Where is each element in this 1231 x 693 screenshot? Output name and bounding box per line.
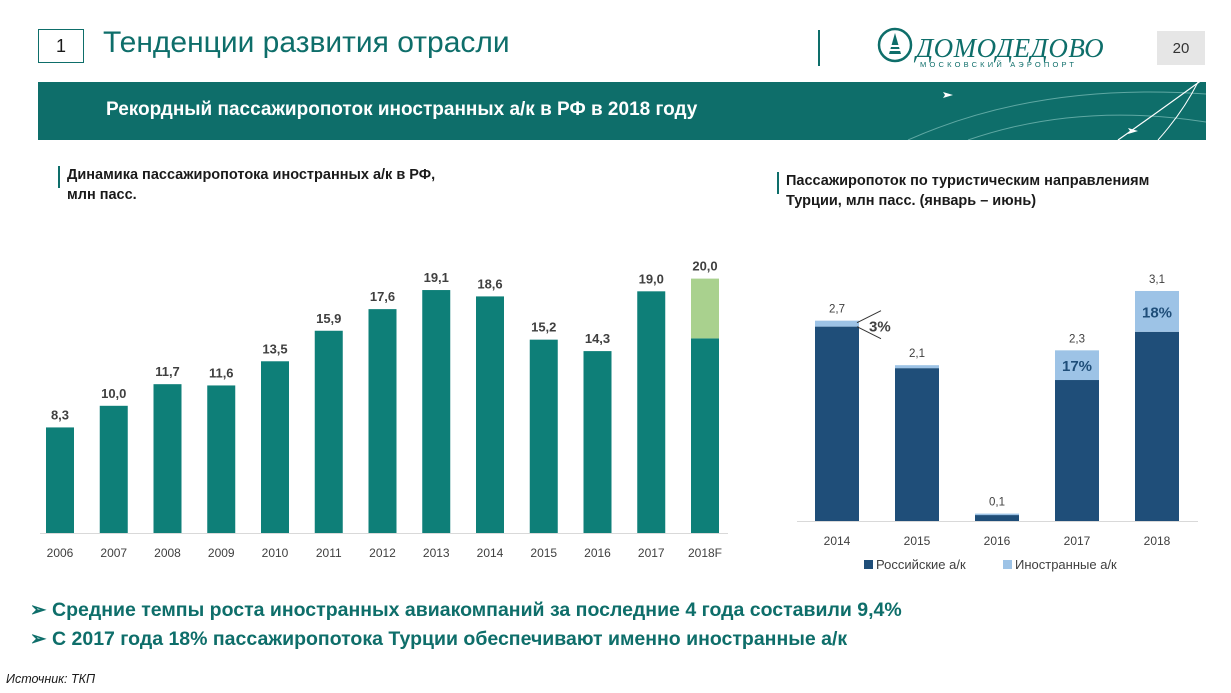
leader-line <box>856 310 882 324</box>
bullet-item: ➢ С 2017 года 18% пассажиропотока Турции … <box>30 627 847 651</box>
x-tick-label: 2017 <box>638 546 665 560</box>
left-subtitle-bar <box>58 166 60 188</box>
x-tick-label: 2006 <box>47 546 74 560</box>
bullet-text: С 2017 года 18% пассажиропотока Турции о… <box>52 628 848 650</box>
bar-foreign <box>1135 290 1179 332</box>
bar <box>529 339 558 533</box>
logo <box>877 27 913 63</box>
leader-line <box>856 326 882 340</box>
banner-decoration <box>907 82 1206 140</box>
x-tick-label: 2009 <box>208 546 235 560</box>
share-label: 18% <box>1142 304 1172 321</box>
right-chart-subtitle: Пассажиропоток по туристическим направле… <box>786 171 1149 211</box>
bar-foreign <box>815 320 859 327</box>
data-label: 13,5 <box>262 341 287 356</box>
x-tick-label: 2013 <box>423 546 450 560</box>
data-label: 19,1 <box>424 270 449 285</box>
slide-number: 1 <box>38 29 84 63</box>
bar <box>153 384 182 533</box>
data-label: 14,3 <box>585 331 610 346</box>
forecast-bar-segment <box>691 278 719 339</box>
x-tick-label: 2007 <box>100 546 127 560</box>
source-note: Источник: ТКП <box>6 672 96 686</box>
x-tick-label: 2015 <box>530 546 557 560</box>
banner-text: Рекордный пассажиропоток иностранных а/к… <box>106 99 698 120</box>
data-label: 20,0 <box>692 259 717 274</box>
right-subtitle-line1: Пассажиропоток по туристическим направле… <box>786 173 1150 189</box>
x-tick-label: 2018 <box>1144 534 1171 548</box>
bar-russian <box>815 326 859 521</box>
bar <box>368 309 397 533</box>
x-tick-label: 2010 <box>262 546 289 560</box>
x-tick-label: 2008 <box>154 546 181 560</box>
x-tick-label: 2011 <box>316 546 342 560</box>
bar <box>422 290 451 533</box>
bar-russian <box>975 515 1019 521</box>
left-subtitle-line2: млн пасс. <box>67 187 137 203</box>
data-label: 17,6 <box>370 289 395 304</box>
x-tick-label: 2012 <box>369 546 396 560</box>
bullet-item: ➢ Средние темпы роста иностранных авиаком… <box>30 598 902 622</box>
data-label: 15,2 <box>531 320 556 335</box>
header-divider <box>818 30 820 66</box>
total-label: 3,1 <box>1149 274 1165 286</box>
logo-tagline: МОСКОВСКИЙ АЭРОПОРТ <box>920 60 1078 69</box>
bar <box>691 338 719 533</box>
left-bar-chart: 8,3 2006 10,0 2007 11,7 2008 11,6 2009 13,5 2010 1… <box>40 259 728 560</box>
page-number: 20 <box>1157 31 1205 65</box>
legend-label: Иностранные а/к <box>1015 557 1117 572</box>
left-chart-subtitle: Динамика пассажиропотока иностранных а/к… <box>67 165 435 205</box>
right-subtitle-line2: Турции, млн пасс. (январь – июнь) <box>786 193 1037 209</box>
right-subtitle-bar <box>777 172 779 194</box>
legend-swatch <box>864 560 873 569</box>
logo-emblem-icon <box>877 27 913 63</box>
right-stacked-bar-chart: 2,7 2014 2,1 2015 0,1 2016 2,3 2017 3,1 2018 3% 17%… <box>797 274 1198 572</box>
bullet-text: Средние темпы роста иностранных авиакомп… <box>52 599 902 621</box>
plane-icon <box>1128 128 1138 134</box>
bar-foreign <box>1055 350 1099 381</box>
x-tick-label: 2015 <box>904 534 931 548</box>
arrow-bullet-icon: ➢ <box>30 599 47 621</box>
share-label: 3% <box>869 319 891 336</box>
data-label: 19,0 <box>639 271 664 286</box>
share-label: 17% <box>1062 358 1092 375</box>
legend-label: Российские а/к <box>876 557 966 572</box>
bar-foreign <box>895 365 939 369</box>
bar-russian <box>1055 380 1099 521</box>
logo-name: ДОМОДЕДОВО <box>916 33 1105 63</box>
bar-russian <box>895 368 939 521</box>
plane-icon <box>943 92 953 98</box>
bar <box>314 330 343 533</box>
banner: Рекордный пассажиропоток иностранных а/к… <box>38 82 1206 140</box>
data-label: 15,9 <box>316 311 341 326</box>
total-label: 2,7 <box>829 304 845 316</box>
x-tick-label: 2014 <box>477 546 504 560</box>
data-label: 8,3 <box>51 407 69 422</box>
bar-russian <box>1135 331 1179 521</box>
data-label: 11,6 <box>209 365 234 380</box>
bar <box>99 405 128 533</box>
bar <box>261 361 289 533</box>
legend-swatch <box>1003 560 1012 569</box>
total-label: 2,1 <box>909 348 925 360</box>
total-label: 2,3 <box>1069 333 1085 345</box>
data-label: 18,6 <box>477 276 502 291</box>
arrow-bullet-icon: ➢ <box>30 628 47 650</box>
x-tick-label: 2018F <box>688 546 722 560</box>
x-tick-label: 2017 <box>1064 534 1091 548</box>
page-title: Тенденции развития отрасли <box>103 26 510 59</box>
left-subtitle-line1: Динамика пассажиропотока иностранных а/к… <box>67 167 436 183</box>
data-label: 11,7 <box>155 364 180 379</box>
x-tick-label: 2016 <box>584 546 611 560</box>
bar <box>476 296 504 533</box>
data-label: 10,0 <box>101 386 126 401</box>
bar-foreign <box>975 513 1019 516</box>
bar <box>637 291 666 533</box>
total-label: 0,1 <box>989 497 1005 509</box>
bar <box>207 385 236 533</box>
x-tick-label: 2016 <box>984 534 1011 548</box>
bar <box>46 427 74 533</box>
x-tick-label: 2014 <box>824 534 851 548</box>
bar <box>583 351 612 533</box>
